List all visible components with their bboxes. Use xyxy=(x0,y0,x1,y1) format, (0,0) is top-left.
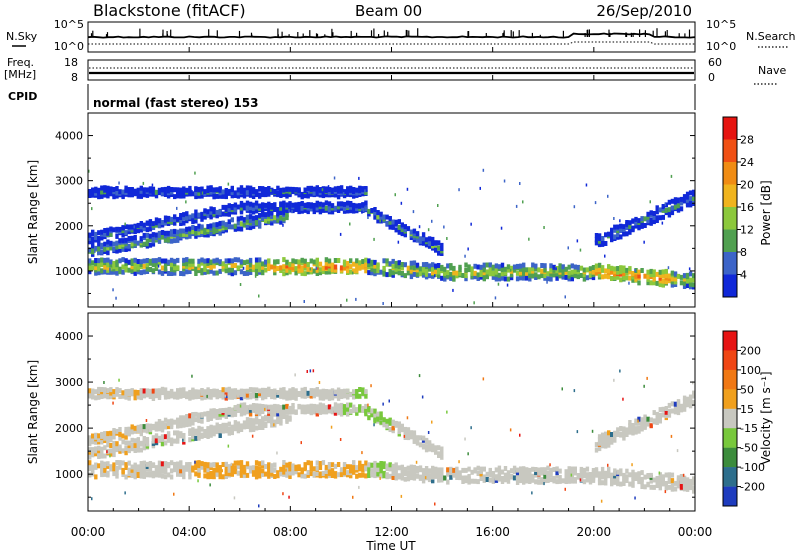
nsky-tick-bottom: 10^0 xyxy=(54,40,84,53)
y-tick-label: 1000 xyxy=(55,265,83,278)
colorbar-tick-label: -50 xyxy=(740,442,758,455)
velocity-data xyxy=(88,369,696,508)
colorbar-tick-label: -200 xyxy=(740,481,765,494)
y-tick-label: 2000 xyxy=(55,422,83,435)
colorbar-tick-label: -15 xyxy=(740,422,758,435)
nsky-label: N.Sky xyxy=(6,30,38,43)
x-tick-label: 16:00 xyxy=(475,525,510,539)
time-axis: 00:00 04:00 08:00 12:00 16:00 20:00 00:00 xyxy=(71,47,713,539)
y-tick-label: 2000 xyxy=(55,220,83,233)
y-tick-label: 4000 xyxy=(55,130,83,143)
power-panel: 1000 2000 3000 4000 Slant Range [km] 28 24 20… xyxy=(26,112,773,308)
power-ylabel: Slant Range [km] xyxy=(26,160,40,264)
y-tick-label: 3000 xyxy=(55,376,83,389)
colorbar-tick-label: -100 xyxy=(740,461,765,474)
cpid-label: CPID xyxy=(8,90,37,103)
power-colorbar-label: Power [dB] xyxy=(759,180,773,245)
nsky-tick-top: 10^5 xyxy=(54,18,84,31)
nsky-line xyxy=(87,32,696,39)
nsky-spikes xyxy=(90,28,691,37)
power-data xyxy=(88,168,696,305)
colorbar-tick-label: 12 xyxy=(740,224,754,237)
y-tick-label: 3000 xyxy=(55,175,83,188)
x-tick-label: 00:00 xyxy=(71,525,106,539)
velocity-colorbar-label: Velocity [m s⁻¹] xyxy=(759,371,773,464)
beam-title: Beam 00 xyxy=(355,2,422,20)
colorbar-tick-label: 8 xyxy=(740,246,747,259)
nsearch-tick-top: 10^5 xyxy=(706,18,736,31)
colorbar-tick-label: 15 xyxy=(740,403,754,416)
nsearch-line xyxy=(88,41,695,45)
nsearch-label: N.Search xyxy=(746,30,796,43)
nsky-panel: N.Sky 10^5 10^0 10^5 10^0 N.Search xyxy=(6,18,796,53)
cpid-text: normal (fast stereo) 153 xyxy=(93,96,259,110)
x-tick-label: 20:00 xyxy=(577,525,612,539)
colorbar-tick-label: 200 xyxy=(740,344,761,357)
nave-label: Nave xyxy=(758,64,786,77)
y-tick-label: 4000 xyxy=(55,330,83,343)
nave-tick-top: 60 xyxy=(708,56,722,69)
date-title: 26/Sep/2010 xyxy=(596,2,692,20)
x-tick-label: 04:00 xyxy=(172,525,207,539)
velocity-ylabel: Slant Range [km] xyxy=(26,360,40,464)
power-colorbar: 28 24 20 16 12 8 4 xyxy=(722,116,754,298)
nave-tick-bottom: 0 xyxy=(708,71,715,84)
nsearch-tick-bottom: 10^0 xyxy=(706,40,736,53)
freq-tick-top: 18 xyxy=(64,56,78,69)
colorbar-tick-label: 50 xyxy=(740,383,754,396)
cpid-panel: CPID normal (fast stereo) 153 xyxy=(8,84,696,110)
power-y-axis: 1000 2000 3000 4000 xyxy=(55,130,695,294)
colorbar-tick-label: 24 xyxy=(740,156,754,169)
freq-label: Freq. xyxy=(7,56,34,69)
velocity-colorbar: 200 100 50 15 -15 -50 -100 -200 xyxy=(722,330,765,507)
freq-unit-label: [MHz] xyxy=(4,68,36,81)
freq-panel: Freq. [MHz] 18 8 60 0 Nave xyxy=(4,56,786,85)
x-tick-label: 12:00 xyxy=(374,525,409,539)
velocity-panel: 1000 2000 3000 4000 Slant Range [km] 200 100… xyxy=(26,312,773,512)
time-axis-label: Time UT xyxy=(365,539,416,553)
colorbar-tick-label: 20 xyxy=(740,179,754,192)
x-tick-label: 08:00 xyxy=(273,525,308,539)
velocity-y-axis: 1000 2000 3000 4000 xyxy=(55,330,695,498)
colorbar-tick-label: 28 xyxy=(740,134,754,147)
colorbar-tick-label: 100 xyxy=(740,364,761,377)
colorbar-tick-label: 16 xyxy=(740,201,754,214)
station-title: Blackstone (fitACF) xyxy=(93,1,246,20)
x-tick-label: 00:00 xyxy=(678,525,713,539)
colorbar-tick-label: 4 xyxy=(740,269,747,282)
y-tick-label: 1000 xyxy=(55,468,83,481)
freq-tick-bottom: 8 xyxy=(71,71,78,84)
